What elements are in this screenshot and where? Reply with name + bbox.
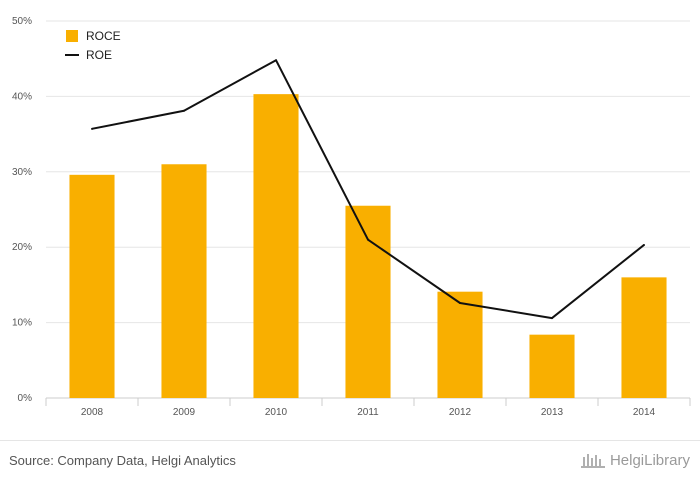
x-tick-label: 2012 [449, 407, 472, 418]
library-icon [580, 454, 605, 468]
legend-roce-swatch [66, 30, 78, 42]
roe-point [91, 127, 93, 130]
y-axis: 0% 10% 20% 30% 40% 50% [12, 16, 32, 404]
y-tick-label: 0% [18, 393, 33, 404]
x-axis: 2008 2009 2010 2011 2012 2013 2014 [45, 398, 691, 418]
legend: ROCE ROE [65, 29, 121, 62]
roce-bars [69, 94, 667, 398]
x-tick-label: 2014 [633, 407, 656, 418]
footer: Source: Company Data, Helgi Analytics He… [0, 440, 700, 484]
logo-text: HelgiLibrary [609, 451, 690, 469]
roe-line [91, 59, 645, 320]
y-tick-label: 30% [12, 167, 32, 178]
x-tick-label: 2009 [173, 407, 196, 418]
roce-bar [345, 205, 391, 398]
x-tick-label: 2011 [357, 407, 379, 418]
helgi-library-logo[interactable]: HelgiLibrary [580, 451, 690, 469]
roe-point [275, 59, 277, 62]
roce-bar [529, 334, 575, 398]
roce-bar [69, 174, 115, 398]
x-tick-label: 2008 [81, 407, 104, 418]
source-text: Source: Company Data, Helgi Analytics [9, 453, 236, 468]
legend-roe-label: ROE [86, 48, 112, 62]
x-tick-label: 2010 [265, 407, 288, 418]
y-tick-label: 10% [12, 318, 32, 329]
roe-point [367, 238, 369, 241]
roe-point [183, 109, 185, 112]
roe-point [459, 301, 461, 304]
roce-bar [437, 291, 483, 398]
roe-point [551, 317, 553, 320]
roe-point [643, 243, 645, 246]
y-tick-label: 40% [12, 91, 32, 102]
y-tick-label: 50% [12, 16, 32, 27]
x-tick-label: 2013 [541, 407, 564, 418]
roce-bar [253, 94, 299, 398]
roce-bar [621, 277, 667, 398]
y-tick-label: 20% [12, 242, 32, 253]
legend-roce-label: ROCE [86, 29, 121, 43]
roce-bar [161, 164, 207, 398]
chart: 2008 2009 2010 2011 2012 2013 2014 0% 10% 20% 30%… [12, 16, 691, 418]
